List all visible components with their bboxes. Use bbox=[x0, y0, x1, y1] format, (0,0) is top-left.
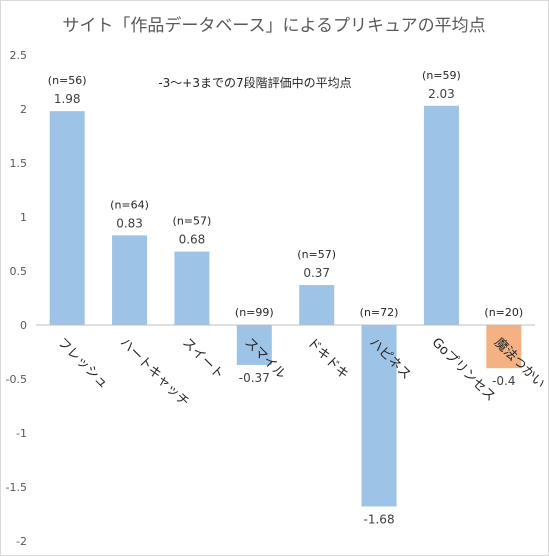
y-axis: -2 -1.5 -1 -0.5 0 0.5 1 1.5 2 2.5 bbox=[6, 49, 27, 548]
bar bbox=[299, 285, 335, 325]
y-tick-label: -1 bbox=[16, 427, 27, 440]
bar bbox=[112, 235, 148, 325]
value-label: -0.4 bbox=[492, 374, 515, 388]
bar bbox=[361, 325, 397, 507]
bar bbox=[49, 111, 85, 325]
bars bbox=[36, 105, 535, 507]
y-tick-label: -0.5 bbox=[6, 373, 27, 386]
y-tick-label: -1.5 bbox=[6, 481, 27, 494]
n-label: (n=59) bbox=[422, 69, 461, 82]
bar bbox=[423, 105, 459, 325]
n-label: (n=99) bbox=[235, 306, 274, 319]
y-tick-label: 2 bbox=[20, 103, 27, 116]
y-tick-label: 1.5 bbox=[10, 157, 28, 170]
y-tick-label: 2.5 bbox=[10, 49, 28, 62]
value-label: 2.03 bbox=[428, 87, 455, 101]
n-label: (n=56) bbox=[48, 74, 87, 87]
value-label: -0.37 bbox=[239, 371, 270, 385]
n-label: (n=72) bbox=[360, 306, 399, 319]
value-label: 0.68 bbox=[179, 233, 206, 247]
y-tick-label: 0.5 bbox=[10, 265, 28, 278]
bar bbox=[236, 325, 272, 365]
n-label: (n=57) bbox=[297, 248, 336, 261]
n-label: (n=64) bbox=[110, 198, 149, 211]
value-label: 0.83 bbox=[116, 216, 143, 230]
y-tick-label: 1 bbox=[20, 211, 27, 224]
y-tick-label: -2 bbox=[16, 535, 27, 548]
bar bbox=[174, 251, 210, 325]
n-label: (n=20) bbox=[484, 306, 523, 319]
value-label: -1.68 bbox=[364, 512, 395, 526]
chart-annotation: -3〜+3までの7段階評価中の平均点 bbox=[158, 75, 351, 90]
y-tick-label: 0 bbox=[20, 319, 27, 332]
chart-title: サイト「作品データベース」によるプリキュアの平均点 bbox=[62, 15, 485, 36]
value-label: 1.98 bbox=[54, 92, 81, 106]
bar bbox=[486, 325, 522, 369]
value-label: 0.37 bbox=[303, 266, 330, 280]
n-label: (n=57) bbox=[173, 215, 212, 228]
